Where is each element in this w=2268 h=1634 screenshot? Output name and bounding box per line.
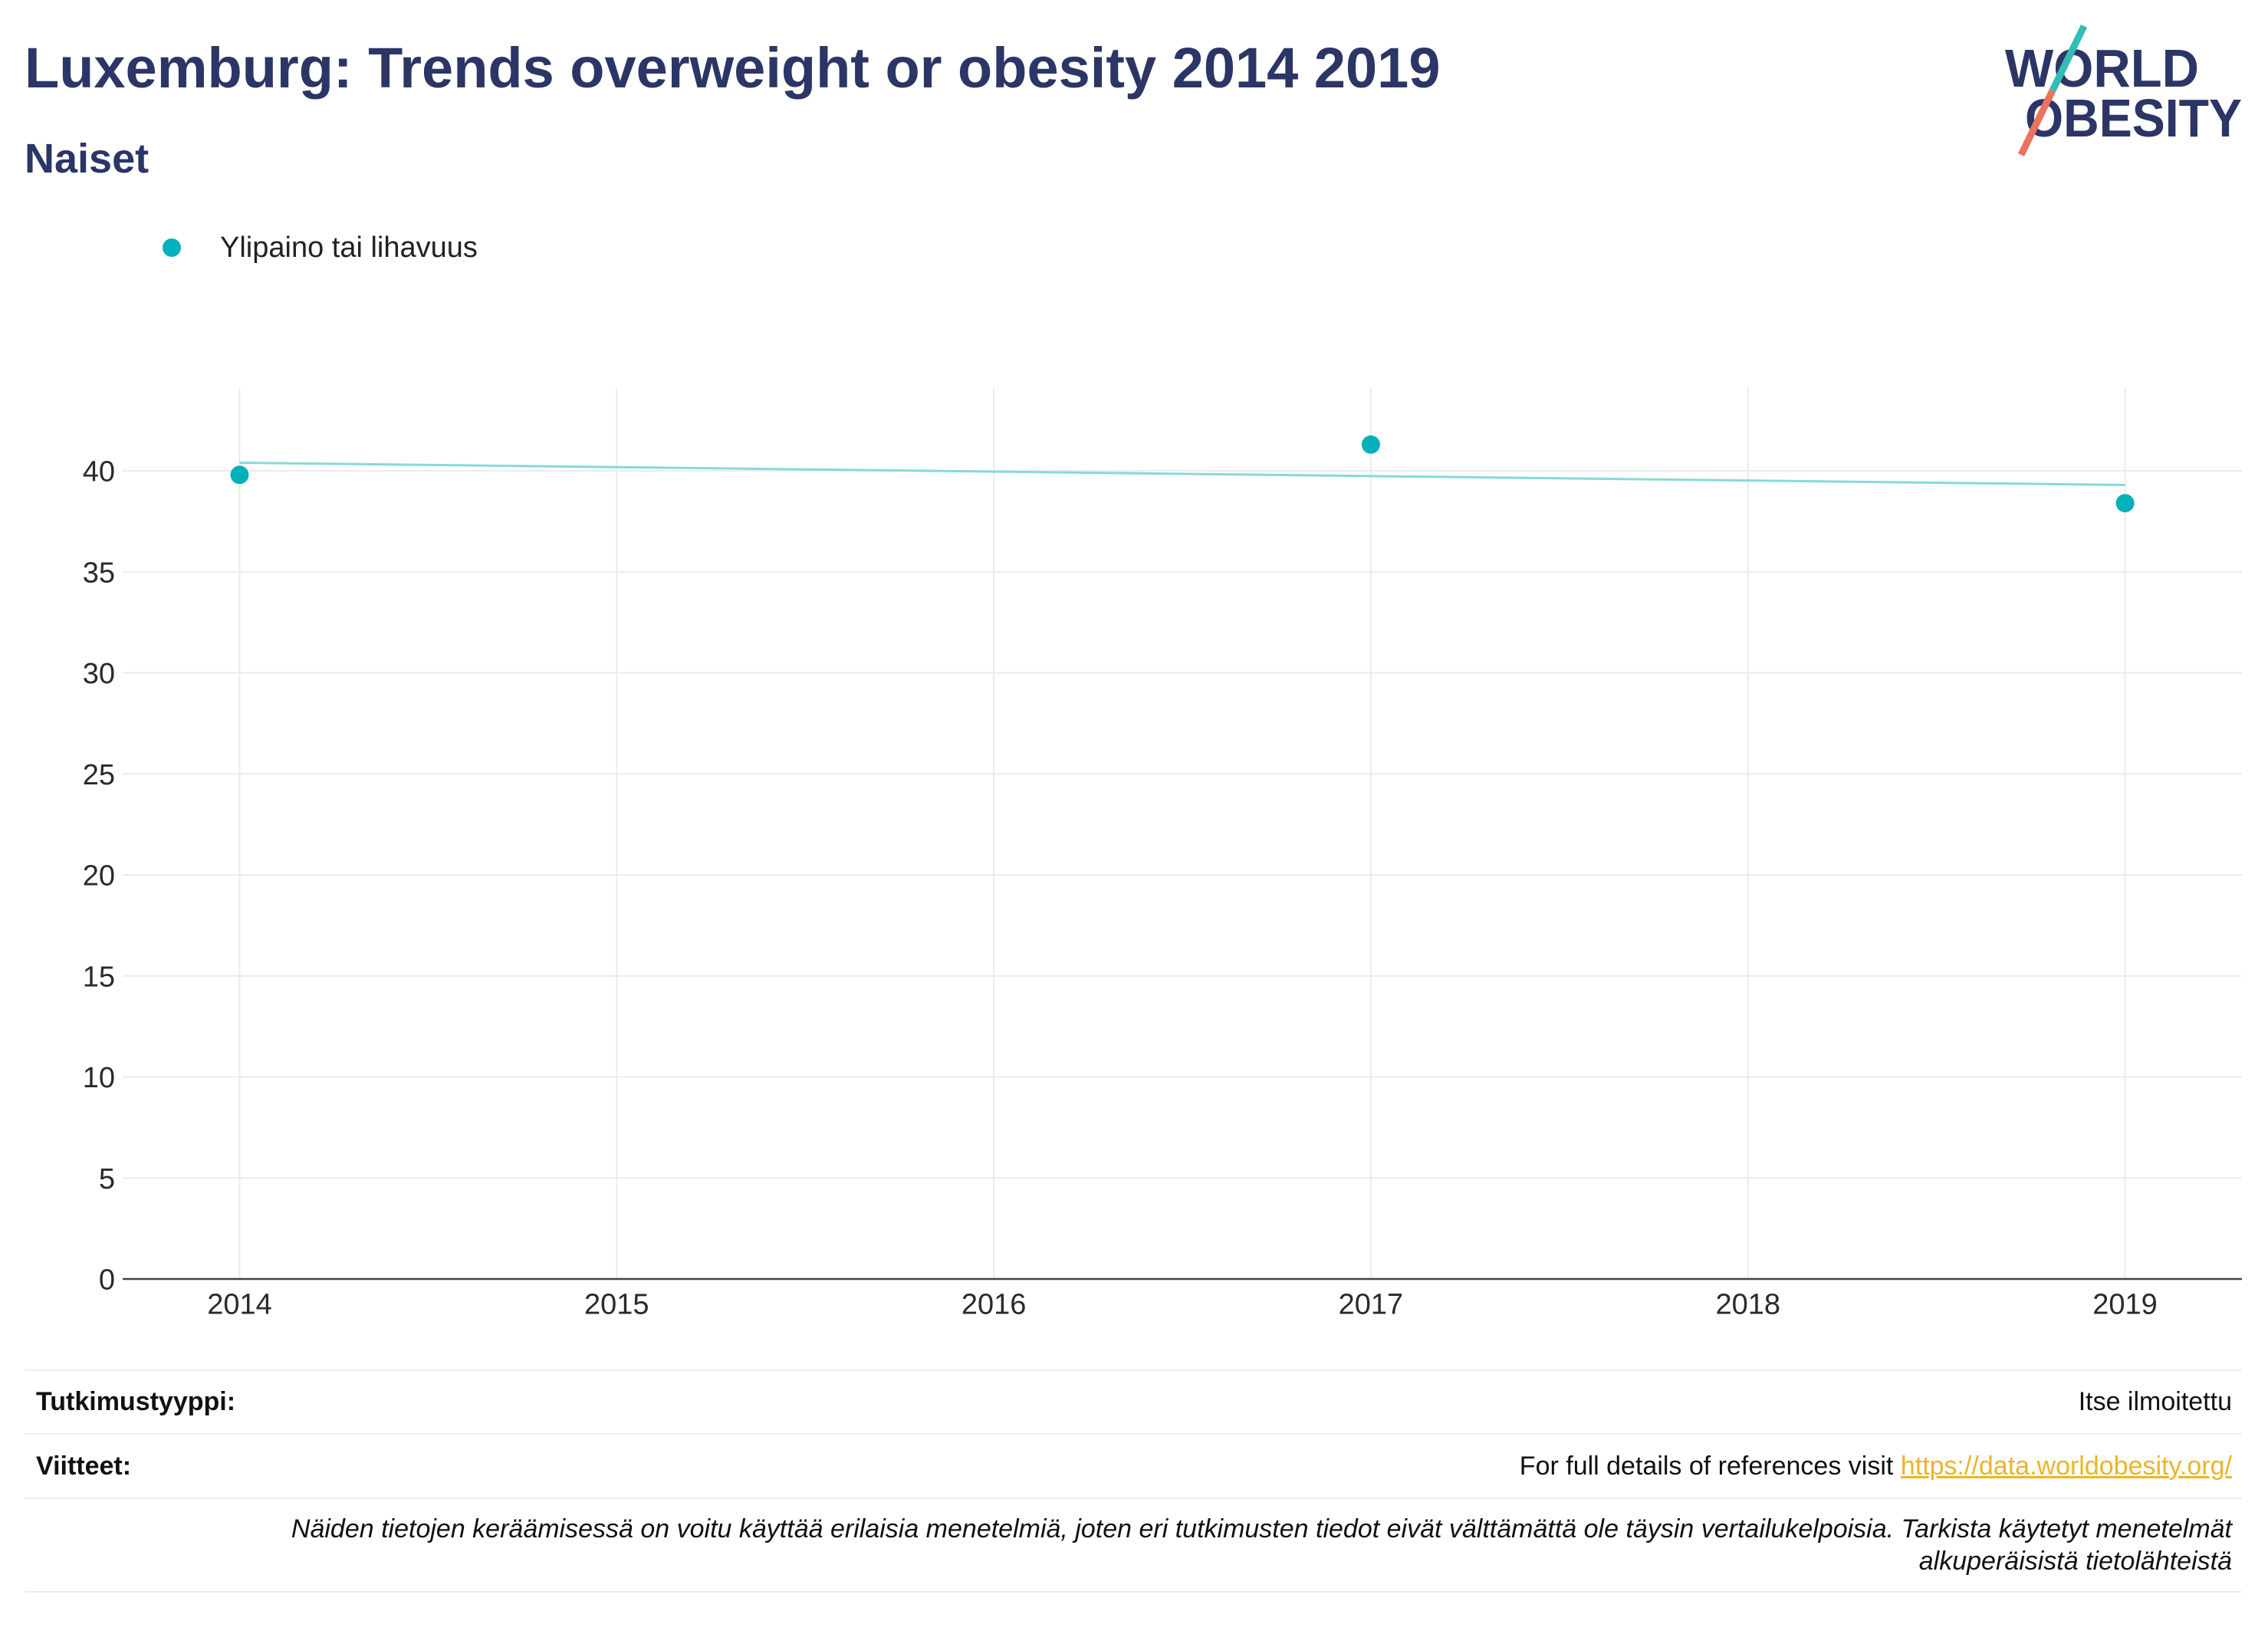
references-label: Viitteet:	[36, 1451, 132, 1481]
world-obesity-logo: WORLD OBESITY	[2005, 25, 2242, 156]
x-tick-label-2019: 2019	[2092, 1289, 2158, 1321]
y-axis-labels: 0 5 10 15 20 25 30 35 40	[83, 456, 115, 1297]
footer-row-references: Viitteet: For full details of references…	[25, 1433, 2242, 1498]
x-tick-label-2017: 2017	[1339, 1289, 1404, 1321]
data-series-0	[230, 435, 2135, 513]
x-tick-label-2015: 2015	[584, 1289, 649, 1321]
chart-plot: 0 5 10 15 20 25 30 35 40 2014 2015 2016 2017 2018 2019	[83, 388, 2242, 1321]
trend-line	[239, 461, 2125, 486]
x-tick-label-2014: 2014	[207, 1289, 272, 1321]
data-point-2019	[2115, 494, 2135, 513]
references-text: For full details of references visit	[1519, 1451, 1894, 1481]
footer-row-study-type: Tutkimustyyppi: Itse ilmoitettu	[25, 1369, 2242, 1433]
y-tick-label-15: 15	[83, 961, 115, 993]
gridlines	[123, 388, 2242, 1279]
y-tick-label-10: 10	[83, 1062, 115, 1094]
study-type-value: Itse ilmoitettu	[2078, 1387, 2232, 1416]
chart-subtitle: Naiset	[25, 136, 150, 182]
references-link[interactable]: https://data.worldobesity.org/	[1900, 1451, 2232, 1481]
y-tick-label-30: 30	[83, 658, 115, 690]
y-tick-label-0: 0	[99, 1264, 115, 1297]
references-value: For full details of references visit http…	[1520, 1452, 2232, 1481]
logo-word-world: WORLD	[2005, 38, 2199, 98]
chart-title: Luxemburg: Trends overweight or obesity …	[25, 36, 1441, 100]
footer-row-note: Näiden tietojen keräämisessä on voitu kä…	[25, 1498, 2242, 1593]
y-tick-label-40: 40	[83, 456, 115, 488]
y-tick-label-5: 5	[99, 1163, 115, 1195]
methods-note: Näiden tietojen keräämisessä on voitu kä…	[291, 1514, 2232, 1576]
y-tick-label-25: 25	[83, 759, 115, 791]
data-point-2017	[1361, 435, 1380, 454]
study-type-label: Tutkimustyyppi:	[36, 1387, 236, 1416]
logo-slash-teal	[2049, 25, 2088, 92]
data-point-2014	[230, 465, 249, 485]
y-tick-label-20: 20	[83, 860, 115, 893]
x-axis-labels: 2014 2015 2016 2017 2018 2019	[207, 1289, 2158, 1321]
x-tick-label-2016: 2016	[961, 1289, 1027, 1321]
legend-marker	[163, 238, 181, 257]
footer-table: Tutkimustyyppi: Itse ilmoitettu Viitteet…	[25, 1369, 2242, 1593]
x-tick-label-2018: 2018	[1715, 1289, 1780, 1321]
logo-slash-coral	[2017, 89, 2056, 156]
logo-word-obesity: OBESITY	[2025, 88, 2242, 148]
y-tick-label-35: 35	[83, 557, 115, 589]
legend-label: Ylipaino tai lihavuus	[220, 232, 478, 264]
